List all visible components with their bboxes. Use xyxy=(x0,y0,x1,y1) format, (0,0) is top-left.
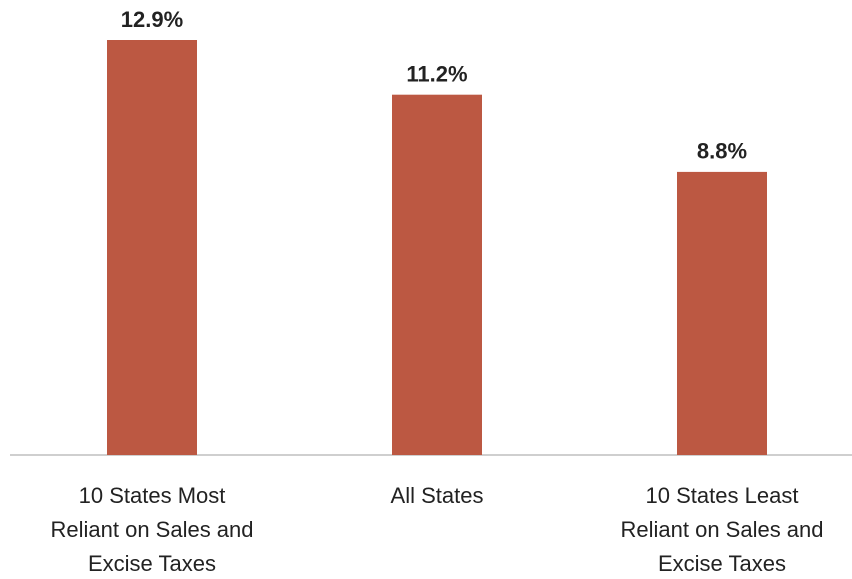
x-tick-label: Excise Taxes xyxy=(88,551,216,576)
bar xyxy=(677,171,767,455)
value-label: 12.9% xyxy=(121,7,183,32)
x-tick-label: Reliant on Sales and xyxy=(50,517,253,542)
x-tick-label: 10 States Least xyxy=(646,483,799,508)
x-tick-label: 10 States Most xyxy=(79,483,226,508)
value-label: 8.8% xyxy=(697,139,747,164)
bar xyxy=(107,40,197,455)
x-tick-label: Reliant on Sales and xyxy=(620,517,823,542)
x-tick-label: All States xyxy=(391,483,484,508)
value-label: 11.2% xyxy=(406,62,467,87)
x-tick-label: Excise Taxes xyxy=(658,551,786,576)
bar xyxy=(392,94,482,455)
